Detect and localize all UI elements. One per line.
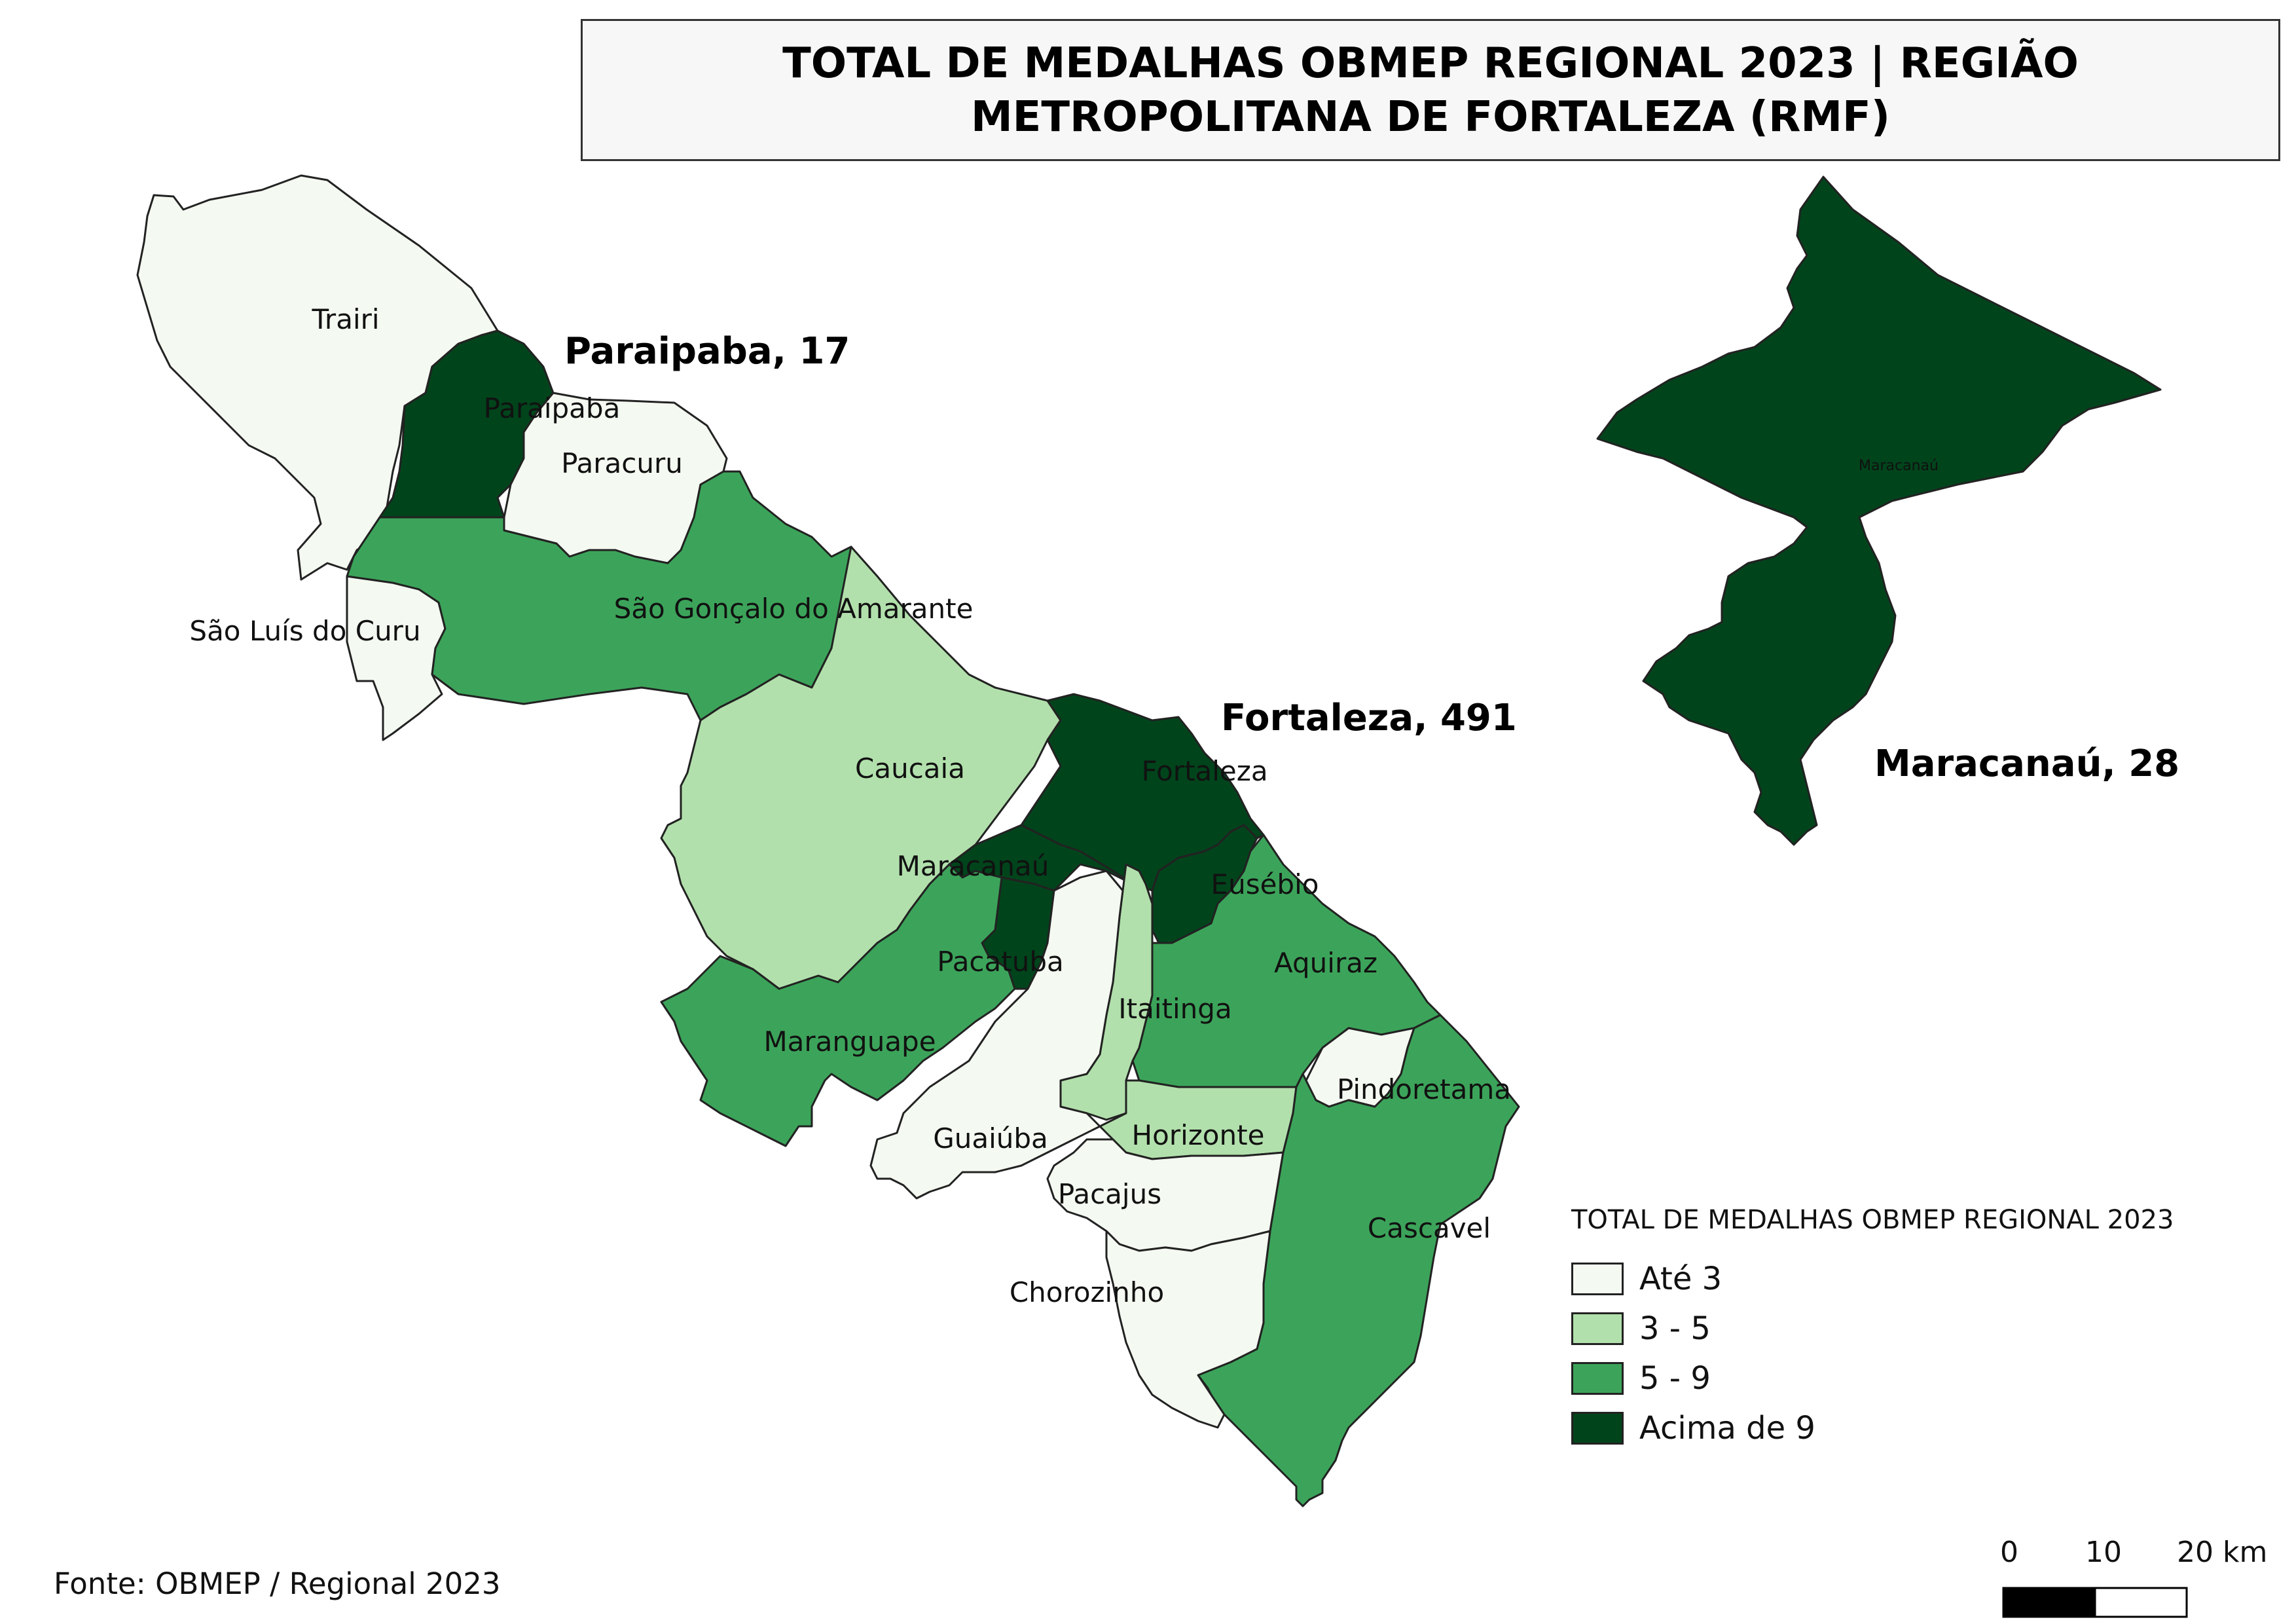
scale-bar-segment-1 <box>2002 1587 2096 1618</box>
scale-label-10: 10 <box>2085 1536 2122 1569</box>
label-inset-maracanau: Maracanaú <box>1859 458 1939 474</box>
scale-bar <box>2002 1587 2188 1618</box>
inset-maracanau <box>1596 175 2162 846</box>
legend-label: Até 3 <box>1639 1261 1722 1297</box>
map-title: TOTAL DE MEDALHAS OBMEP REGIONAL 2023 | … <box>782 39 2079 141</box>
region-chorozinho <box>1105 1230 1271 1429</box>
legend-item: 5 - 9 <box>1571 1360 1711 1397</box>
scale-bar-segment-2 <box>2094 1587 2188 1618</box>
label-maracanau: Maracanaú <box>897 850 1049 882</box>
label-guaiuba: Guaiúba <box>933 1122 1048 1154</box>
legend-item: Acima de 9 <box>1571 1410 1815 1447</box>
scale-label-20: 20 km <box>2177 1536 2268 1569</box>
label-pindoretama: Pindoretama <box>1337 1073 1511 1105</box>
label-eusebio: Eusébio <box>1211 868 1319 900</box>
label-sao-goncalo: São Gonçalo do Amarante <box>614 593 974 625</box>
legend-item: Até 3 <box>1571 1261 1722 1297</box>
callout-maracanau: Maracanaú, 28 <box>1874 743 2179 785</box>
legend-label: 3 - 5 <box>1639 1310 1711 1347</box>
label-paraipaba: Paraipaba <box>484 392 621 424</box>
label-chorozinho: Chorozinho <box>1010 1276 1164 1308</box>
region-maranguape <box>660 863 1016 1147</box>
label-fortaleza: Fortaleza <box>1141 755 1267 787</box>
label-horizonte: Horizonte <box>1132 1119 1265 1151</box>
legend-swatch <box>1571 1362 1624 1395</box>
title-box: TOTAL DE MEDALHAS OBMEP REGIONAL 2023 | … <box>581 19 2280 161</box>
callout-paraipaba: Paraipaba, 17 <box>564 330 850 373</box>
source-note: Fonte: OBMEP / Regional 2023 <box>54 1566 501 1601</box>
legend-item: 3 - 5 <box>1571 1310 1711 1347</box>
label-maranguape: Maranguape <box>763 1025 936 1058</box>
label-paracuru: Paracuru <box>561 447 683 479</box>
region-guaiuba <box>869 870 1124 1200</box>
legend-title: TOTAL DE MEDALHAS OBMEP REGIONAL 2023 <box>1571 1205 2174 1235</box>
scale-label-0: 0 <box>2000 1536 2018 1569</box>
label-sao-luis-do-curu: São Luís do Curu <box>189 615 420 647</box>
legend-swatch <box>1571 1312 1624 1345</box>
legend-label: Acima de 9 <box>1639 1410 1815 1447</box>
label-itaitinga: Itaitinga <box>1118 993 1231 1025</box>
label-pacatuba: Pacatuba <box>937 946 1064 978</box>
label-trairi: Trairi <box>311 303 379 335</box>
legend-swatch <box>1571 1263 1624 1295</box>
legend-label: 5 - 9 <box>1639 1360 1711 1397</box>
callout-fortaleza: Fortaleza, 491 <box>1221 697 1517 739</box>
label-pacajus: Pacajus <box>1058 1178 1161 1210</box>
label-aquiraz: Aquiraz <box>1274 947 1377 979</box>
label-cascavel: Cascavel <box>1368 1212 1491 1244</box>
label-caucaia: Caucaia <box>855 752 965 784</box>
legend-swatch <box>1571 1412 1624 1445</box>
region-sao-luis-do-curu <box>346 575 446 741</box>
